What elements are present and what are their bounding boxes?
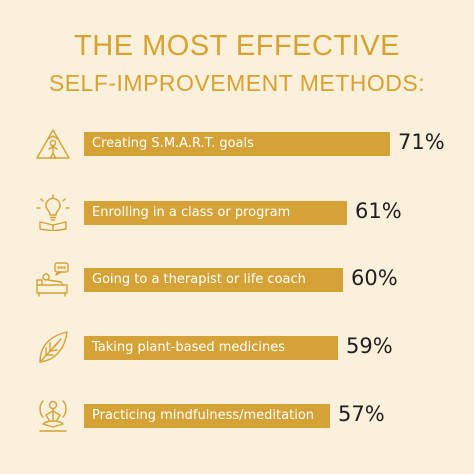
therapist-couch-icon — [36, 262, 69, 297]
bar: Enrolling in a class or program — [84, 201, 347, 225]
meditation-icon — [39, 400, 67, 432]
value-label: 59% — [346, 334, 393, 358]
bar-label: Practicing mindfulness/meditation — [92, 408, 315, 423]
leaf-icon — [39, 331, 68, 363]
value-label: 61% — [355, 199, 402, 223]
bar: Creating S.M.A.R.T. goals — [84, 132, 390, 156]
value-label: 71% — [398, 130, 445, 154]
mountain-person-icon — [36, 129, 70, 159]
value-label: 57% — [338, 402, 385, 426]
bar-row-smart-goals: Creating S.M.A.R.T. goals 71% — [0, 124, 474, 168]
chart-title-line1: THE MOST EFFECTIVE — [74, 30, 400, 62]
lightbulb-book-icon — [36, 194, 70, 231]
bar-row-therapist: Going to a therapist or life coach 60% — [0, 260, 474, 304]
bar-label: Creating S.M.A.R.T. goals — [92, 136, 254, 151]
value-label: 60% — [351, 266, 398, 290]
bar: Taking plant-based medicines — [84, 336, 338, 360]
bar-row-plant-medicines: Taking plant-based medicines 59% — [0, 328, 474, 372]
chart-title-line2: SELF-IMPROVEMENT METHODS: — [48, 70, 426, 96]
bar-label: Taking plant-based medicines — [92, 340, 286, 355]
bar-row-enrolling-class: Enrolling in a class or program 61% — [0, 193, 474, 237]
bar-row-mindfulness: Practicing mindfulness/meditation 57% — [0, 396, 474, 440]
bar: Practicing mindfulness/meditation — [84, 404, 330, 428]
bar: Going to a therapist or life coach — [84, 268, 343, 292]
bar-label: Going to a therapist or life coach — [92, 272, 306, 287]
bar-label: Enrolling in a class or program — [92, 205, 291, 220]
